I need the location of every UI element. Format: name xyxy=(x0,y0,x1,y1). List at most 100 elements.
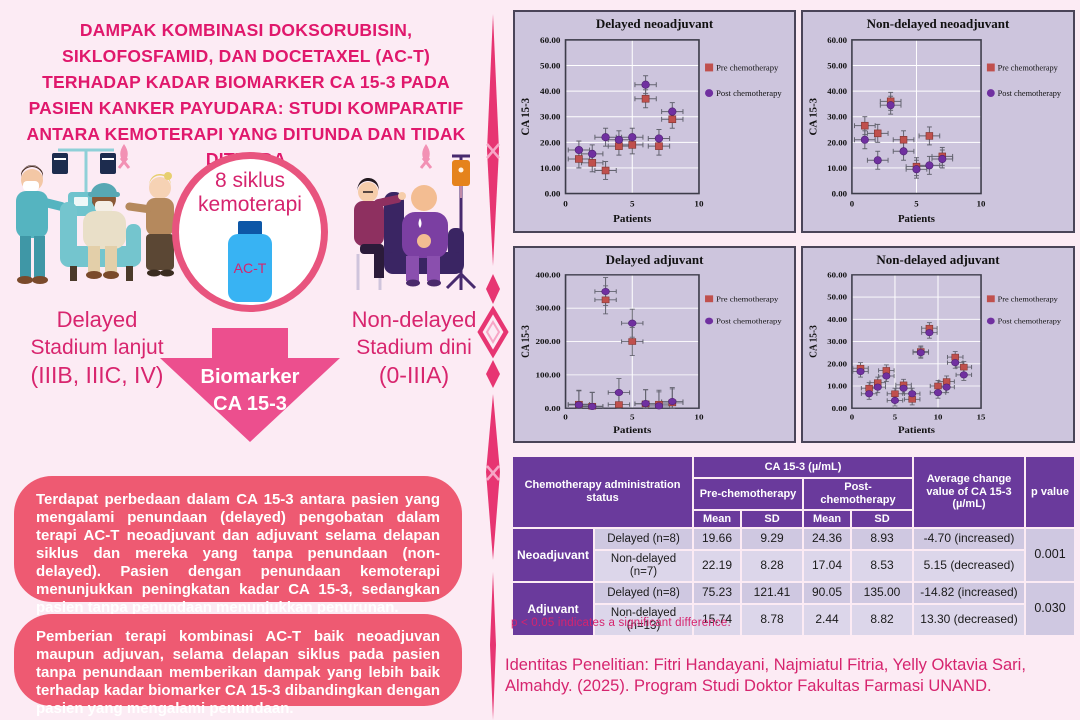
finding-text-1: Terdapat perbedaan dalam CA 15-3 antara … xyxy=(36,491,440,616)
svg-text:5: 5 xyxy=(630,198,635,208)
cell-p-value: 0.030 xyxy=(1026,583,1074,635)
cell-pre-mean: 15.74 xyxy=(694,605,740,635)
svg-text:0: 0 xyxy=(563,412,568,421)
scatter-plot: 0.00 10.00 20.00 30.00 40.00 50.00 60.00 0 5 10 CA… xyxy=(808,35,1062,225)
cell-p-value: 0.001 xyxy=(1026,529,1074,581)
table-header-ca153: CA 15-3 (µ/mL) xyxy=(694,457,912,477)
cell-pre-sd: 121.41 xyxy=(742,583,802,603)
table-header-mean: Mean xyxy=(694,511,740,527)
chemo-chair xyxy=(60,202,141,281)
caregiver-figure xyxy=(125,172,174,277)
svg-text:10: 10 xyxy=(694,198,704,208)
chart-title: Delayed neoadjuvant xyxy=(595,16,714,31)
row-subgroup: Delayed (n=8) xyxy=(595,583,692,603)
table-row: Non-delayed (n=13) 15.74 8.78 2.44 8.82 … xyxy=(513,605,1074,635)
svg-text:Post chemotherapy: Post chemotherapy xyxy=(716,88,782,98)
chemo-cycle-badge: 8 siklus kemoterapi AC-T xyxy=(172,152,328,312)
pink-ribbon-icon xyxy=(117,144,131,169)
row-category: Adjuvant xyxy=(513,583,593,635)
svg-text:0: 0 xyxy=(850,413,854,421)
table-header-p-value: p value xyxy=(1026,457,1074,527)
svg-text:Post chemotherapy: Post chemotherapy xyxy=(716,317,781,325)
cell-post-mean: 17.04 xyxy=(804,551,850,581)
svg-text:100.00: 100.00 xyxy=(536,370,561,379)
table-header-avg-change: Average change value of CA 15-3 (µ/mL) xyxy=(914,457,1024,527)
row-subgroup: Non-delayed (n=13) xyxy=(595,605,692,635)
table-header-post: Post-chemotherapy xyxy=(804,479,912,509)
cell-pre-mean: 22.19 xyxy=(694,551,740,581)
chart-delayed-adjuvant: Delayed adjuvant 0.00 100.00 200.00 300.00 4… xyxy=(513,246,796,443)
svg-text:200.00: 200.00 xyxy=(536,337,561,346)
finding-box-2: Pemberian terapi kombinasi AC-T baik neo… xyxy=(14,614,462,717)
cell-post-sd: 8.93 xyxy=(852,529,912,549)
svg-text:50.00: 50.00 xyxy=(827,293,847,301)
svg-text:10.00: 10.00 xyxy=(540,163,561,173)
svg-text:0.00: 0.00 xyxy=(832,404,847,412)
table-header-sd: SD xyxy=(852,511,912,527)
biomarker-arrow-label: Biomarker CA 15-3 xyxy=(200,366,300,415)
cell-pre-sd: 8.28 xyxy=(742,551,802,581)
svg-text:0.00: 0.00 xyxy=(545,403,561,412)
row-subgroup: Delayed (n=8) xyxy=(595,529,692,549)
svg-text:Patients: Patients xyxy=(613,426,651,436)
finding-box-1: Terdapat perbedaan dalam CA 15-3 antara … xyxy=(14,476,462,616)
svg-text:20.00: 20.00 xyxy=(540,137,561,147)
svg-text:10: 10 xyxy=(934,413,943,421)
chart-title: Non-delayed adjuvant xyxy=(876,252,1000,267)
delayed-group-label: Delayed Stadium lanjut (IIIB, IIIC, IV) xyxy=(30,307,164,388)
chart-non-delayed-adjuvant: Non-delayed adjuvant 0.00 10.00 20.00 30.00… xyxy=(801,246,1075,443)
svg-text:CA 15-3: CA 15-3 xyxy=(520,97,532,135)
svg-text:30.00: 30.00 xyxy=(540,112,561,122)
patient-figure xyxy=(83,183,126,279)
down-arrow-icon xyxy=(160,328,340,442)
svg-text:10.00: 10.00 xyxy=(827,163,847,173)
biomarker-arrow: Biomarker CA 15-3 xyxy=(160,328,340,444)
finding-text-2: Pemberian terapi kombinasi AC-T baik neo… xyxy=(36,628,440,717)
svg-text:AC-T: AC-T xyxy=(234,260,267,276)
cell-post-sd: 8.82 xyxy=(852,605,912,635)
cell-post-mean: 90.05 xyxy=(804,583,850,603)
chart-delayed-neoadjuvant: Delayed neoadjuvant 0.00 10.00 20.00 30.00 4… xyxy=(513,10,796,233)
svg-text:Patients: Patients xyxy=(613,213,651,225)
chemo-bottle-icon: AC-T xyxy=(228,221,272,303)
svg-text:10: 10 xyxy=(694,412,703,421)
cycle-count-label: 8 siklus kemoterapi xyxy=(198,169,302,217)
svg-text:20.00: 20.00 xyxy=(827,360,847,368)
svg-text:5: 5 xyxy=(630,412,635,421)
svg-text:30.00: 30.00 xyxy=(827,338,847,346)
cell-change: -14.82 (increased) xyxy=(914,583,1024,603)
svg-text:Patients: Patients xyxy=(898,213,935,225)
cell-post-sd: 135.00 xyxy=(852,583,912,603)
cell-change: 13.30 (decreased) xyxy=(914,605,1024,635)
svg-text:Pre chemotherapy: Pre chemotherapy xyxy=(998,295,1058,303)
significance-footnote: p < 0.05 indicates a significant differe… xyxy=(511,617,731,629)
cell-pre-mean: 75.23 xyxy=(694,583,740,603)
svg-text:Post chemotherapy: Post chemotherapy xyxy=(998,89,1062,98)
svg-text:CA 15-3: CA 15-3 xyxy=(808,325,820,358)
poster-title: DAMPAK KOMBINASI DOKSORUBISIN, SIKLOFOSF… xyxy=(26,20,466,169)
svg-text:60.00: 60.00 xyxy=(827,35,847,45)
cell-pre-sd: 9.29 xyxy=(742,529,802,549)
svg-text:5: 5 xyxy=(914,198,919,208)
divider-ornament xyxy=(477,14,509,720)
cell-pre-mean: 19.66 xyxy=(694,529,740,549)
scatter-plot: 0.00 10.00 20.00 30.00 40.00 50.00 60.00 0 5 10 15… xyxy=(808,271,1061,436)
cell-post-mean: 24.36 xyxy=(804,529,850,549)
svg-text:40.00: 40.00 xyxy=(827,315,847,323)
table-header-pre: Pre-chemotherapy xyxy=(694,479,802,509)
table-row: Adjuvant Delayed (n=8) 75.23 121.41 90.0… xyxy=(513,583,1074,635)
svg-text:0: 0 xyxy=(850,198,855,208)
table-header-mean: Mean xyxy=(804,511,850,527)
svg-text:Patients: Patients xyxy=(898,426,935,436)
results-table: Chemotherapy administration status CA 15… xyxy=(511,455,1076,637)
chart-title: Non-delayed neoadjuvant xyxy=(866,16,1010,31)
svg-text:50.00: 50.00 xyxy=(540,61,561,71)
svg-text:CA 15-3: CA 15-3 xyxy=(808,97,820,135)
svg-text:400.00: 400.00 xyxy=(536,270,561,279)
svg-text:10.00: 10.00 xyxy=(827,382,847,390)
chemo-chair xyxy=(384,192,464,274)
svg-text:0.00: 0.00 xyxy=(832,188,848,198)
scatter-plot: 0.00 10.00 20.00 30.00 40.00 50.00 60.00 0 5 10 CA… xyxy=(520,35,782,225)
doctor-figure xyxy=(354,178,406,290)
svg-text:CA 15-3: CA 15-3 xyxy=(521,325,533,358)
